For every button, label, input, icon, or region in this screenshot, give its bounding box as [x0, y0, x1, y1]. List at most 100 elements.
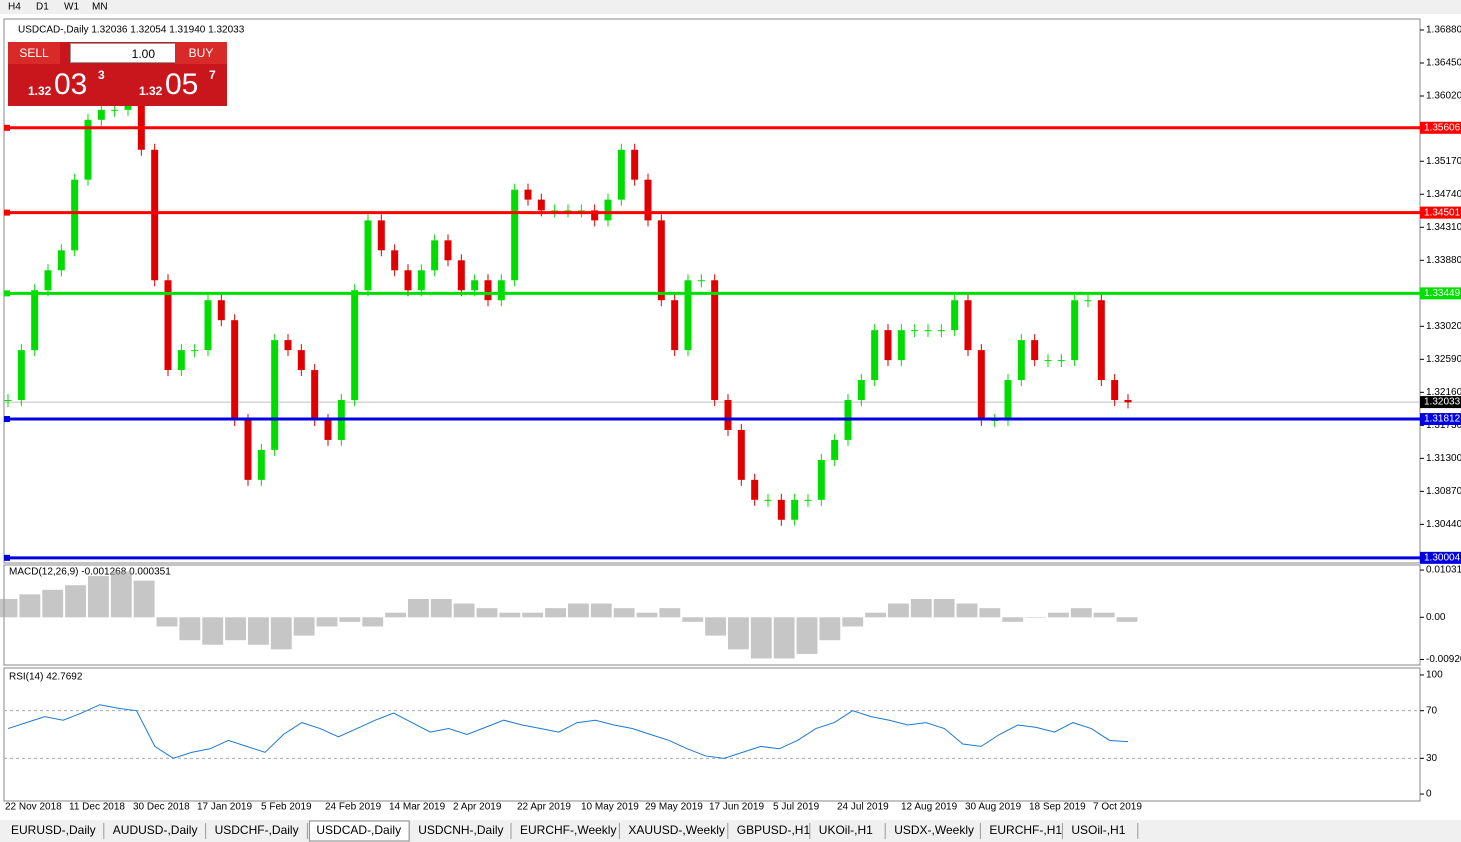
candle [791, 499, 799, 520]
candle [271, 340, 279, 450]
candle [284, 340, 292, 351]
candle [391, 250, 399, 271]
level-label: 1.34501 [1424, 207, 1461, 218]
symbol-tab[interactable]: AUDUSD-,Daily [113, 823, 198, 837]
candle [151, 149, 159, 281]
macd-bar [910, 598, 932, 618]
level-handle [4, 209, 10, 216]
symbol-tab[interactable]: EURCHF-,H1 [989, 823, 1062, 837]
candle [524, 189, 532, 200]
symbol-tab[interactable]: USDCAD-,Daily [316, 823, 401, 837]
y-tick-label: 70 [1426, 705, 1438, 716]
candle [217, 300, 225, 321]
candle [297, 350, 305, 371]
candle [257, 449, 265, 480]
candle [1111, 380, 1119, 401]
sell-button[interactable]: SELL [8, 42, 60, 64]
macd-bar [1025, 617, 1046, 618]
macd-bar [773, 617, 795, 659]
level-box [1420, 206, 1461, 219]
symbol-tab[interactable]: GBPUSD-,H1 [737, 823, 811, 837]
candle [951, 300, 959, 331]
candle [177, 350, 185, 371]
macd-bar [88, 576, 109, 618]
timeframe-tab[interactable]: D1 [36, 2, 49, 13]
lot-input[interactable]: 1.00 [70, 43, 182, 63]
candle [857, 380, 865, 401]
toolbar [0, 0, 1461, 14]
bid-price[interactable]: 1.32 03 3 [8, 66, 114, 104]
candle [244, 419, 252, 480]
symbol-tab[interactable]: USDCNH-,Daily [418, 823, 503, 837]
candle [17, 350, 25, 401]
current-price-label: 1.32033 [1424, 397, 1461, 408]
timeframe-tab[interactable]: W1 [64, 2, 79, 13]
symbol-tab[interactable]: USOil-,H1 [1071, 823, 1125, 837]
level-box [1420, 551, 1461, 564]
macd-bar [613, 608, 635, 618]
y-tick-label: 1.33020 [1426, 321, 1461, 332]
candle [617, 149, 625, 200]
macd-bar [408, 598, 429, 618]
buy-button[interactable]: BUY [175, 42, 227, 64]
symbol-tab[interactable]: UKOil-,H1 [819, 823, 873, 837]
level-box [1420, 413, 1461, 426]
macd-bar [110, 571, 132, 618]
ask-price[interactable]: 1.32 05 7 [119, 66, 225, 104]
macd-bar [819, 617, 841, 641]
y-tick-label: 1.32160 [1426, 387, 1461, 398]
candle [457, 260, 465, 291]
candle [484, 280, 492, 301]
rsi-line [7, 704, 1129, 759]
macd-bar [499, 612, 521, 618]
x-tick-label: 22 Nov 2018 [5, 802, 62, 813]
candle [44, 270, 52, 291]
bid-point: 3 [98, 68, 105, 82]
candle [311, 370, 319, 420]
symbol-tab[interactable]: XAUUSD-,Weekly [628, 823, 724, 837]
candle [4, 400, 12, 402]
macd-bar [888, 603, 909, 618]
macd-bar [728, 617, 749, 650]
macd-bar [202, 617, 224, 645]
macd-bar [682, 617, 704, 622]
x-tick-label: 22 Apr 2019 [517, 802, 571, 813]
candle [31, 290, 39, 351]
timeframe-tab[interactable]: H4 [8, 2, 21, 13]
macd-bar [270, 617, 292, 650]
candle [164, 280, 172, 371]
y-tick-label: 1.36020 [1426, 91, 1461, 102]
symbol-tab[interactable]: EURUSD-,Daily [11, 823, 96, 837]
macd-bar [750, 617, 772, 659]
timeframe-tab[interactable]: MN [92, 2, 108, 13]
macd-bar [316, 617, 338, 627]
macd-bar [179, 617, 201, 641]
macd-bar [1116, 617, 1138, 622]
candle [404, 270, 412, 291]
level-handle [4, 124, 10, 131]
candle [1017, 340, 1025, 381]
candle [977, 350, 985, 420]
candle [324, 419, 332, 440]
x-tick-label: 17 Jan 2019 [197, 802, 252, 813]
candle [431, 240, 439, 271]
symbol-tab[interactable]: USDCHF-,Daily [215, 823, 299, 837]
macd-bar [42, 589, 64, 618]
symbol-tab[interactable]: USDX-,Weekly [894, 823, 974, 837]
macd-bar [65, 585, 86, 618]
x-tick-label: 30 Aug 2019 [965, 802, 1022, 813]
macd-bar [1093, 612, 1115, 618]
candle [1084, 300, 1092, 302]
bid-pips: 03 [54, 68, 88, 101]
candle [724, 400, 732, 430]
x-tick-label: 18 Sep 2019 [1029, 802, 1086, 813]
candle [764, 499, 772, 501]
candle [1057, 360, 1065, 362]
macd-bar [133, 580, 155, 618]
macd-bar [636, 612, 658, 618]
trade-panel: SELL 1.00 BUY 1.32 03 3 1.32 05 7 [8, 42, 227, 106]
candle [577, 210, 585, 212]
symbol-tab[interactable]: EURCHF-,Weekly [520, 823, 616, 837]
macd-bar [453, 603, 475, 618]
candle [924, 330, 932, 332]
